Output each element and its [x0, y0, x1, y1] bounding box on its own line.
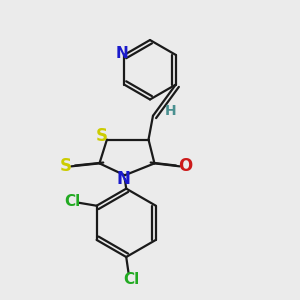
Text: O: O [178, 157, 192, 175]
Text: N: N [116, 170, 130, 188]
Text: H: H [165, 104, 177, 118]
Text: S: S [60, 157, 72, 175]
Text: Cl: Cl [123, 272, 139, 287]
Text: S: S [96, 127, 108, 145]
Text: Cl: Cl [64, 194, 80, 209]
Text: N: N [116, 46, 128, 61]
